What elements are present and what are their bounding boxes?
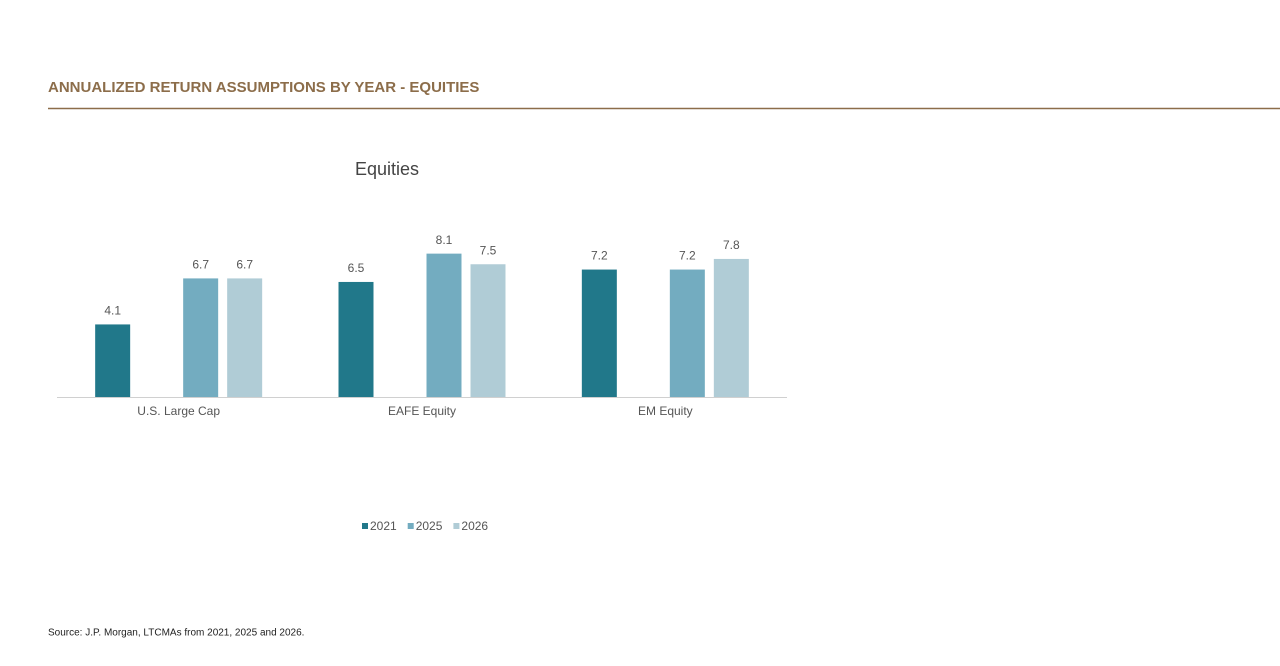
data-label: 7.5: [480, 243, 497, 257]
data-label: 7.8: [723, 238, 740, 252]
legend-swatch: [453, 523, 460, 529]
chart-title: Equities: [355, 159, 419, 179]
bar: [713, 258, 749, 397]
legend-label: 2026: [461, 519, 488, 533]
data-label: 6.7: [192, 258, 209, 272]
source-note: Source: J.P. Morgan, LTCMAs from 2021, 2…: [48, 628, 304, 639]
bar: [183, 278, 219, 397]
legend-swatch: [362, 523, 368, 529]
bar: [227, 278, 263, 397]
bar: [669, 269, 705, 397]
bar: [581, 269, 617, 397]
x-tick-label: EM Equity: [638, 404, 693, 418]
legend-label: 2021: [370, 519, 397, 533]
x-tick-label: U.S. Large Cap: [137, 404, 220, 418]
data-label: 6.5: [348, 261, 365, 275]
data-label: 6.7: [236, 258, 253, 272]
data-label: 4.1: [104, 304, 121, 318]
legend-swatch: [407, 523, 414, 529]
bar: [95, 324, 131, 397]
bar: [426, 253, 462, 397]
bar: [470, 264, 506, 397]
x-tick-label: EAFE Equity: [388, 404, 456, 418]
page-title: ANNUALIZED RETURN ASSUMPTIONS BY YEAR - …: [48, 79, 479, 96]
data-label: 8.1: [436, 233, 453, 247]
data-label: 7.2: [591, 249, 608, 263]
bar: [338, 281, 374, 397]
data-label: 7.2: [679, 249, 696, 263]
legend-label: 2025: [416, 519, 443, 533]
